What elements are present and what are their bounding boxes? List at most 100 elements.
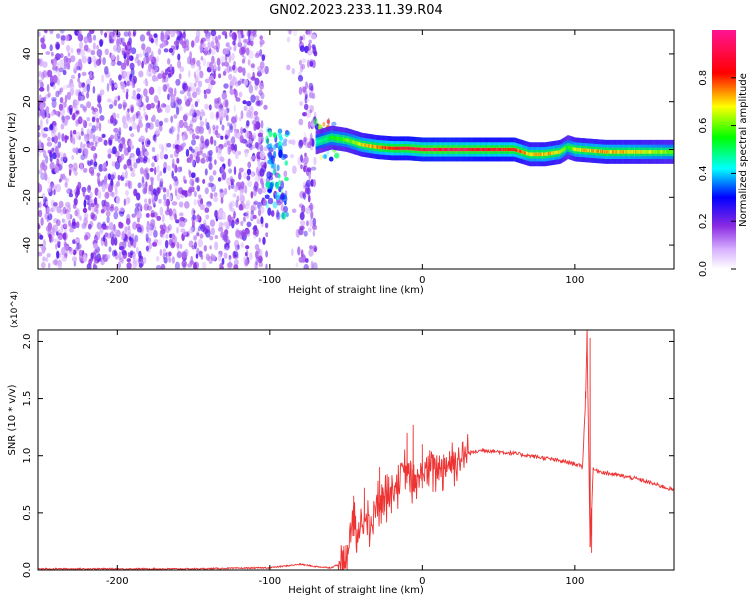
spectrogram-cell xyxy=(93,160,98,170)
spectrogram-cell xyxy=(110,60,114,67)
spectrogram-cell xyxy=(229,30,233,33)
spectrogram-cell xyxy=(304,258,309,263)
spectrogram-ridge-core xyxy=(660,150,663,154)
spectrogram-ridge-core xyxy=(469,148,471,151)
spectrogram-ridge-core xyxy=(517,149,520,153)
spectrogram-cell xyxy=(77,32,82,42)
spectrogram-ridge-core xyxy=(609,150,611,154)
spectrogram-cell xyxy=(49,151,53,158)
spectrogram-cell xyxy=(273,144,277,150)
spectrogram-ridge-core xyxy=(370,144,373,148)
spectrogram-cell xyxy=(86,91,90,99)
spectrogram-cell xyxy=(130,67,135,77)
spectrogram-cell xyxy=(158,198,162,204)
spectrogram-cell xyxy=(52,84,56,90)
spectrogram-cell xyxy=(57,90,62,95)
spectrogram-cell xyxy=(77,30,82,35)
spectrogram-cell xyxy=(145,46,152,54)
spectrogram-cell xyxy=(71,134,76,144)
spectrogram-ridge-core xyxy=(541,152,544,156)
spectrogram-cell xyxy=(60,123,65,130)
spectrogram-cell xyxy=(146,140,151,145)
spectrogram-ridge-core xyxy=(629,150,632,154)
spectrogram-cell xyxy=(270,210,275,217)
snr-y-tick-label: 2.0 xyxy=(22,333,33,349)
spectrogram-cell xyxy=(278,133,283,138)
spectrogram-cell xyxy=(209,74,215,82)
spectrogram-cell xyxy=(119,257,123,263)
spectrogram-ridge-core xyxy=(462,148,464,151)
spectrogram-y-tick-label: 40 xyxy=(22,48,33,61)
spectrogram-cell xyxy=(256,171,260,177)
spectrogram-cell xyxy=(252,226,258,232)
spectrogram-ridge-core xyxy=(484,148,487,151)
spectrogram-cell xyxy=(207,41,212,49)
spectrogram-cell xyxy=(130,172,136,177)
spectrogram-ridge-core xyxy=(501,148,503,151)
spectrogram-cell xyxy=(55,65,59,72)
spectrogram-cell xyxy=(116,113,120,119)
spectrogram-cell xyxy=(96,207,99,215)
spectrogram-cell xyxy=(136,100,142,107)
spectrogram-cell xyxy=(246,30,251,37)
spectrogram-cell xyxy=(60,34,66,41)
spectrogram-ridge-core xyxy=(622,150,624,154)
spectrogram-cell xyxy=(254,84,258,91)
spectrogram-cell xyxy=(132,82,136,89)
spectrogram-ridge-core xyxy=(599,149,601,153)
spectrogram-cell xyxy=(47,176,51,184)
spectrogram-cell xyxy=(58,103,64,111)
spectrogram-cell xyxy=(146,103,152,111)
spectrogram-cell xyxy=(204,168,208,176)
spectrogram-ridge-core xyxy=(326,137,329,141)
spectrogram-cell xyxy=(196,232,200,237)
spectrogram-cell xyxy=(259,49,263,57)
spectrogram-cell xyxy=(137,122,144,128)
spectrogram-cell xyxy=(214,100,220,109)
spectrogram-cell xyxy=(264,222,269,229)
spectrogram-cell xyxy=(209,40,216,48)
spectrogram-cell xyxy=(62,232,67,240)
spectrogram-cell xyxy=(106,98,112,103)
spectrogram-cell xyxy=(241,229,246,238)
spectrogram-cell xyxy=(156,173,161,182)
spectrogram-cell xyxy=(313,117,318,126)
spectrogram-cell xyxy=(258,208,261,217)
spectrogram-cell xyxy=(113,127,119,133)
spectrogram-cell xyxy=(221,62,225,67)
spectrogram-cell xyxy=(54,165,60,174)
spectrogram-cell xyxy=(137,115,143,120)
spectrogram-cell xyxy=(42,113,46,119)
spectrogram-ridge-core xyxy=(671,150,674,154)
spectrogram-cell xyxy=(195,155,200,164)
spectrogram-cell xyxy=(55,43,60,50)
spectrogram-cell xyxy=(283,138,288,143)
spectrogram-cell xyxy=(282,194,288,203)
spectrogram-cell xyxy=(200,157,206,164)
spectrogram-cell xyxy=(303,132,307,141)
spectrogram-cell xyxy=(142,158,148,164)
spectrogram-cell xyxy=(176,133,180,141)
spectrogram-cell xyxy=(166,205,170,213)
spectrogram-cell xyxy=(153,37,159,43)
spectrogram-cell xyxy=(114,188,118,196)
spectrogram-cell xyxy=(58,67,64,73)
spectrogram-ridge-core xyxy=(658,150,661,154)
spectrogram-cell xyxy=(198,126,204,135)
spectrogram-cell xyxy=(77,148,82,154)
spectrogram-ridge-core xyxy=(670,150,673,154)
spectrogram-cell xyxy=(228,184,231,191)
spectrogram-ridge-core xyxy=(450,148,452,151)
spectrogram-cell xyxy=(269,182,274,191)
spectrogram-ridge-core xyxy=(413,147,416,151)
spectrogram-cell xyxy=(157,73,163,80)
spectrogram-cell xyxy=(197,238,203,248)
spectrogram-cell xyxy=(168,195,173,201)
spectrogram-cell xyxy=(174,164,178,174)
spectrogram-cell xyxy=(240,110,244,119)
spectrogram-cell xyxy=(255,257,259,266)
spectrogram-cell xyxy=(221,257,225,265)
spectrogram-cell xyxy=(159,120,163,127)
spectrogram-cell xyxy=(52,224,58,233)
spectrogram-cell xyxy=(220,135,224,140)
